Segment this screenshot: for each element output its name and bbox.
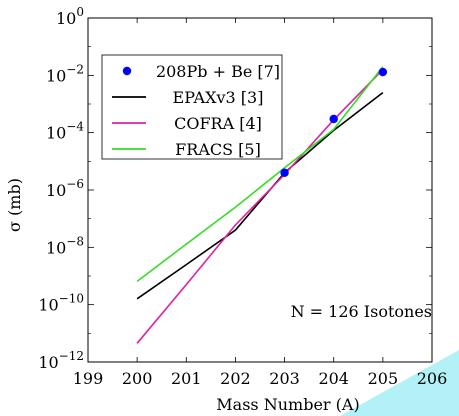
x-ticks: 199 200 201 202 203 204 205 206 [73, 18, 448, 388]
data-point [280, 168, 289, 177]
legend-label: FRACS [5] [175, 140, 261, 159]
plot-frame [87, 17, 433, 363]
y-tick-label: 10−8 [46, 234, 84, 257]
y-tick-label: 100 [56, 5, 84, 28]
legend-label: 208Pb + Be [7] [156, 62, 280, 81]
y-tick-label: 10−2 [46, 62, 84, 85]
legend-label: COFRA [4] [174, 114, 262, 133]
data-point [329, 114, 338, 124]
x-tick-label: 202 [220, 369, 251, 388]
legend-label: EPAXv3 [3] [173, 88, 264, 107]
y-tick-label: 10−4 [46, 120, 84, 143]
y-tick-label: 10−12 [38, 349, 84, 372]
series-lines [136, 66, 384, 344]
x-tick-label: 199 [73, 369, 104, 388]
x-tick-label: 203 [269, 369, 300, 388]
series-line [136, 66, 384, 283]
y-ticks: 100 10−2 10−4 10−6 10−8 10−10 10−12 [38, 5, 432, 372]
x-tick-label: 206 [417, 369, 448, 388]
annotation-label: N = 126 Isotones [291, 302, 432, 321]
legend-marker [122, 66, 132, 76]
y-axis-label: σ (mb) [5, 178, 24, 232]
series-points [280, 67, 388, 177]
y-tick-label: 10−10 [38, 292, 84, 315]
series-line [136, 91, 384, 300]
legend: 208Pb + Be [7] EPAXv3 [3] COFRA [4] FRACS [… [101, 54, 283, 160]
x-tick-label: 205 [368, 369, 399, 388]
corner-watermark [340, 350, 459, 416]
y-tick-label: 10−6 [46, 177, 84, 200]
data-point [378, 67, 388, 77]
x-axis-label: Mass Number (A) [216, 395, 359, 414]
x-tick-label: 204 [318, 369, 349, 388]
series-line [136, 68, 384, 344]
x-tick-label: 200 [122, 369, 153, 388]
legend-box [101, 54, 283, 160]
x-tick-label: 201 [171, 369, 202, 388]
